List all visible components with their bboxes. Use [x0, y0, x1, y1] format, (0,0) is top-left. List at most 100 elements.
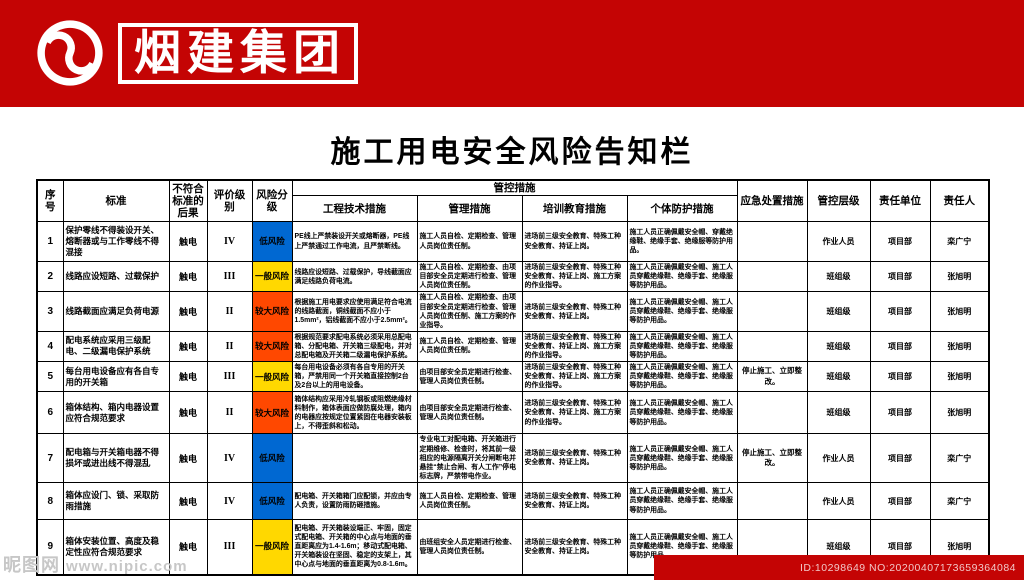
- cell-eval-level: II: [206, 291, 253, 332]
- cell-standard: 每台用电设备应有各自专用的开关箱: [62, 361, 170, 393]
- cell-row-number: 4: [36, 330, 64, 363]
- cell-risk-grade: 低风险: [251, 482, 293, 521]
- cell-risk-grade: 一般风险: [251, 261, 293, 293]
- table-row: 3 线路截面应满足负荷电源 触电 II 较大风险 根据施工用电要求应使用满足符合…: [36, 291, 990, 332]
- cell-ppe-measure: 施工人员正确佩戴安全帽、施工人员穿戴绝缘鞋、绝缘手套、绝缘服等防护用品。: [626, 291, 738, 332]
- cell-standard: 线路应设短路、过载保护: [62, 261, 170, 293]
- cell-training-measure: 进场前三级安全教育、特殊工种安全教育、持证上岗、施工方案的作业指导。: [521, 391, 628, 435]
- table-row: 6 箱体结构、箱内电器设置应符合规范要求 触电 II 较大风险 箱体结构应采用冷…: [36, 391, 990, 435]
- cell-consequence: 触电: [168, 361, 208, 393]
- cell-tech-measure: 箱体结构应采用冷轧钢板或阻燃绝缘材料制作，箱体表面应做防腐处理，箱内的电器应按规…: [291, 391, 418, 435]
- table-row: 7 配电箱与开关箱电器不得损坏或进出线不得混乱 触电 IV 低风险 专业电工对配…: [36, 433, 990, 484]
- cell-ppe-measure: 施工人员正确佩戴安全帽、施工人员穿戴绝缘鞋、绝缘手套、绝缘服等防护用品。: [626, 482, 738, 521]
- cell-emergency: [736, 261, 808, 293]
- col-header-ppe: 个体防护措施: [626, 195, 738, 223]
- cell-ppe-measure: 施工人员正确佩戴安全帽、施工人员穿戴绝缘鞋、绝缘手套、绝缘服等防护用品。: [626, 330, 738, 363]
- cell-mgmt-measure: 施工人员自检、定期检查、由项目部安全员定期进行检查、管理人员岗位责任制。: [416, 261, 523, 293]
- cell-consequence: 触电: [168, 433, 208, 484]
- col-header-emergency: 应急处置措施: [736, 179, 808, 223]
- cell-unit: 项目部: [869, 361, 931, 393]
- cell-mgmt-measure: 施工人员自检、定期检查、管理人员岗位责任制。: [416, 482, 523, 521]
- company-name: 烟建集团: [118, 22, 358, 84]
- cell-emergency: 停止施工、立即整改。: [736, 361, 808, 393]
- risk-table-body: 1 保护零线不得装设开关、熔断器或与工作零线不得混接 触电 IV 低风险 PE线…: [36, 221, 990, 576]
- cell-standard: 配电箱与开关箱电器不得损坏或进出线不得混乱: [62, 433, 170, 484]
- cell-risk-grade: 较大风险: [251, 291, 293, 332]
- cell-standard: 线路截面应满足负荷电源: [62, 291, 170, 332]
- cell-emergency: [736, 221, 808, 263]
- cell-emergency: [736, 330, 808, 363]
- cell-person: 张旭明: [929, 330, 990, 363]
- cell-eval-level: III: [206, 361, 253, 393]
- cell-row-number: 9: [36, 519, 64, 576]
- cell-eval-level: IV: [206, 482, 253, 521]
- cell-tech-measure: [291, 433, 418, 484]
- cell-mgmt-measure: 施工人员自检、定期检查、管理人员岗位责任制。: [416, 330, 523, 363]
- brand-header-band: 烟建集团: [0, 0, 1024, 107]
- cell-training-measure: 进场前三级安全教育、特殊工种安全教育、持证上岗。: [521, 291, 628, 332]
- cell-training-measure: 进场前三级安全教育、特殊工种安全教育、持证上岗、施工方案的作业指导。: [521, 261, 628, 293]
- footer-red-strip: ID:10298649 NO:20200407173659364084: [654, 555, 1024, 580]
- cell-training-measure: 进场前三级安全教育、特殊工种安全教育、持证上岗。: [521, 519, 628, 576]
- cell-control-level: 班组级: [806, 361, 871, 393]
- cell-row-number: 1: [36, 221, 64, 263]
- col-header-person: 责任人: [929, 179, 990, 223]
- cell-standard: 箱体应设门、锁、采取防雨措施: [62, 482, 170, 521]
- cell-row-number: 7: [36, 433, 64, 484]
- col-header-no: 序号: [36, 179, 64, 223]
- cell-risk-grade: 低风险: [251, 433, 293, 484]
- cell-person: 张旭明: [929, 391, 990, 435]
- cell-control-level: 班组级: [806, 261, 871, 293]
- cell-risk-grade: 较大风险: [251, 391, 293, 435]
- cell-unit: 项目部: [869, 433, 931, 484]
- cell-control-level: 作业人员: [806, 433, 871, 484]
- cell-standard: 保护零线不得装设开关、熔断器或与工作零线不得混接: [62, 221, 170, 263]
- cell-eval-level: III: [206, 519, 253, 576]
- cell-standard: 箱体安装位置、高度及稳定性应符合规范要求: [62, 519, 170, 576]
- cell-tech-measure: 根据施工用电要求应使用满足符合电流的线路截面，铜线截面不应小于1.5mm²，铝线…: [291, 291, 418, 332]
- cell-consequence: 触电: [168, 221, 208, 263]
- cell-ppe-measure: 施工人员正确佩戴安全帽、穿戴绝缘鞋、绝缘手套、绝缘服等防护用品。: [626, 221, 738, 263]
- col-header-unit: 责任单位: [869, 179, 931, 223]
- cell-consequence: 触电: [168, 261, 208, 293]
- cell-mgmt-measure: 施工人员自检、定期检查、管理人员岗位责任制。: [416, 221, 523, 263]
- cell-ppe-measure: 施工人员正确佩戴安全帽、施工人员穿戴绝缘鞋、绝缘手套、绝缘服等防护用品。: [626, 361, 738, 393]
- cell-risk-grade: 一般风险: [251, 519, 293, 576]
- risk-table: 序号 标准 不符合标准的后果 评价级别 风险分级 管控措施 应急处置措施 管控层…: [36, 179, 990, 576]
- cell-control-level: 作业人员: [806, 482, 871, 521]
- cell-person: 张旭明: [929, 291, 990, 332]
- cell-mgmt-measure: 由项目部安全员定期进行检查、管理人员岗位责任制。: [416, 391, 523, 435]
- cell-mgmt-measure: 施工人员自检、定期检查、由项目部安全员定期进行检查、管理人员岗位责任制、施工方案…: [416, 291, 523, 332]
- col-header-consequence: 不符合标准的后果: [168, 179, 208, 223]
- col-header-risk-grade: 风险分级: [251, 179, 293, 223]
- watermark-site-url: www.nipic.com: [66, 558, 188, 575]
- cell-consequence: 触电: [168, 391, 208, 435]
- cell-emergency: 停止施工、立即整改。: [736, 433, 808, 484]
- cell-risk-grade: 较大风险: [251, 330, 293, 363]
- cell-standard: 配电系统应采用三级配电、二级漏电保护系统: [62, 330, 170, 363]
- cell-consequence: 触电: [168, 482, 208, 521]
- cell-training-measure: 进场前三级安全教育、特殊工种安全教育、持证上岗。: [521, 221, 628, 263]
- cell-tech-measure: 线路应设短路、过载保护，导线截面应满足线路负荷电流。: [291, 261, 418, 293]
- cell-control-level: 班组级: [806, 291, 871, 332]
- cell-unit: 项目部: [869, 482, 931, 521]
- cell-unit: 项目部: [869, 261, 931, 293]
- col-header-mgmt: 管理措施: [416, 195, 523, 223]
- cell-tech-measure: PE线上严禁装设开关或熔断器，PE线上严禁通过工作电流，且严禁断线。: [291, 221, 418, 263]
- col-header-eval-level: 评价级别: [206, 179, 253, 223]
- col-header-control-level: 管控层级: [806, 179, 871, 223]
- cell-person: 张旭明: [929, 261, 990, 293]
- cell-control-level: 班组级: [806, 391, 871, 435]
- cell-ppe-measure: 施工人员正确佩戴安全帽、施工人员穿戴绝缘鞋、绝缘手套、绝缘服等防护用品。: [626, 433, 738, 484]
- cell-training-measure: 进场前三级安全教育、特殊工种安全教育、持证上岗。: [521, 482, 628, 521]
- cell-row-number: 2: [36, 261, 64, 293]
- table-row: 1 保护零线不得装设开关、熔断器或与工作零线不得混接 触电 IV 低风险 PE线…: [36, 221, 990, 263]
- cell-tech-measure: 每台用电设备必须有各自专用的开关箱，严禁用同一个开关箱直接控制2台及2台以上的用…: [291, 361, 418, 393]
- cell-tech-measure: 根据规范要求配电系统必须采用总配电箱、分配电箱、开关箱三级配电，并对总配电箱及开…: [291, 330, 418, 363]
- cell-eval-level: II: [206, 330, 253, 363]
- cell-person: 栾广宁: [929, 433, 990, 484]
- cell-consequence: 触电: [168, 330, 208, 363]
- cell-standard: 箱体结构、箱内电器设置应符合规范要求: [62, 391, 170, 435]
- cell-training-measure: 进场前三级安全教育、特殊工种安全教育、持证上岗、施工方案的作业指导。: [521, 361, 628, 393]
- watermark-id: ID:10298649 NO:20200407173659364084: [799, 561, 1016, 574]
